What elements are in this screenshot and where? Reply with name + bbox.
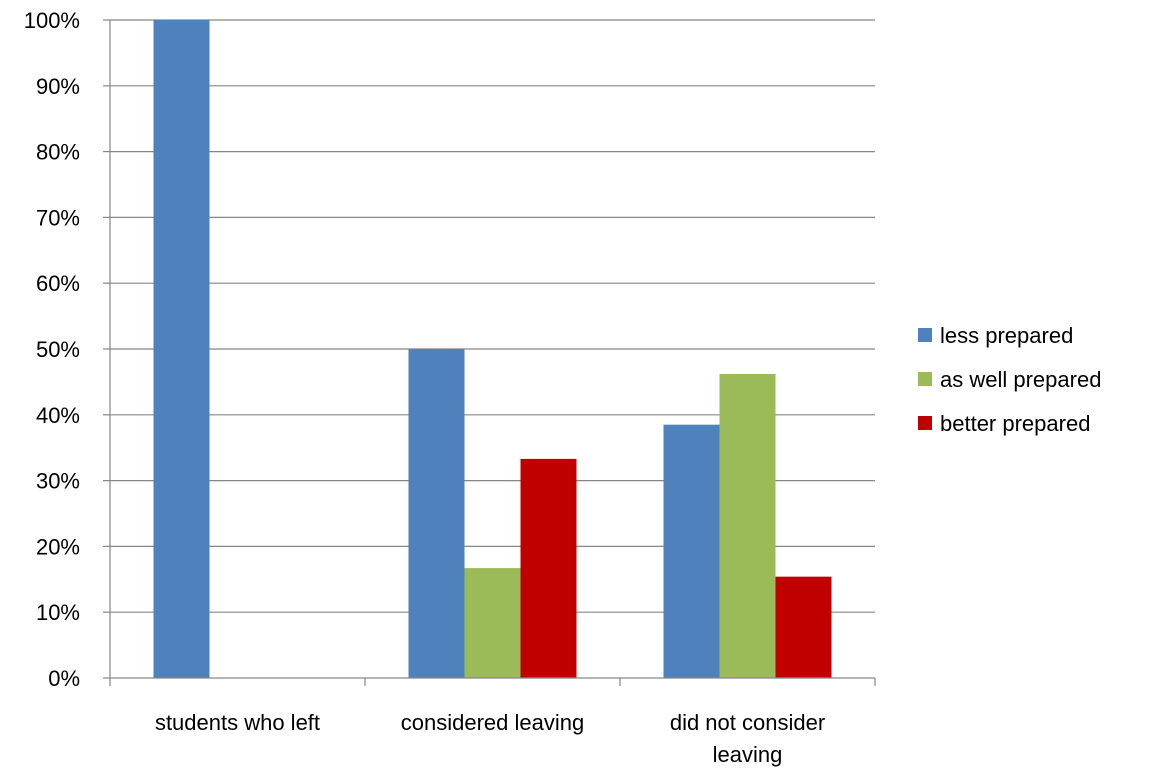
category-label: considered leaving [401,710,584,735]
y-tick-label: 40% [36,403,80,428]
legend: less prepared as well prepared better prep… [918,323,1101,436]
y-tick-label: 50% [36,337,80,362]
bars [153,20,832,678]
x-axis-category-labels: students who left considered leaving did n… [155,710,825,767]
category-label: students who left [155,710,320,735]
gridlines [110,19,875,613]
y-tick-label: 60% [36,271,80,296]
y-tick-label: 80% [36,140,80,165]
bar-better-prepared-2 [775,576,832,678]
category-label: did not consider [670,710,825,735]
legend-label: less prepared [940,323,1073,348]
y-tick-label: 90% [36,74,80,99]
bar-less-prepared-0 [153,20,210,678]
y-tick-label: 20% [36,534,80,559]
bar-less-prepared-2 [663,424,720,678]
legend-swatch [918,328,932,342]
y-axis-tick-labels: 0% 10% 20% 30% 40% 50% 60% 70% 80% 90% 100% [24,8,80,691]
y-tick-label: 70% [36,205,80,230]
bar-as-well-prepared-1 [464,568,521,678]
bar-as-well-prepared-2 [719,374,776,678]
legend-label: better prepared [940,411,1090,436]
legend-swatch [918,416,932,430]
y-tick-label: 100% [24,8,80,33]
y-tick-label: 10% [36,600,80,625]
bar-better-prepared-1 [520,458,577,678]
legend-label: as well prepared [940,367,1101,392]
axes [103,19,876,686]
legend-swatch [918,372,932,386]
category-label: leaving [713,742,783,767]
y-tick-label: 30% [36,469,80,494]
y-tick-label: 0% [48,666,80,691]
bar-less-prepared-1 [408,349,465,678]
